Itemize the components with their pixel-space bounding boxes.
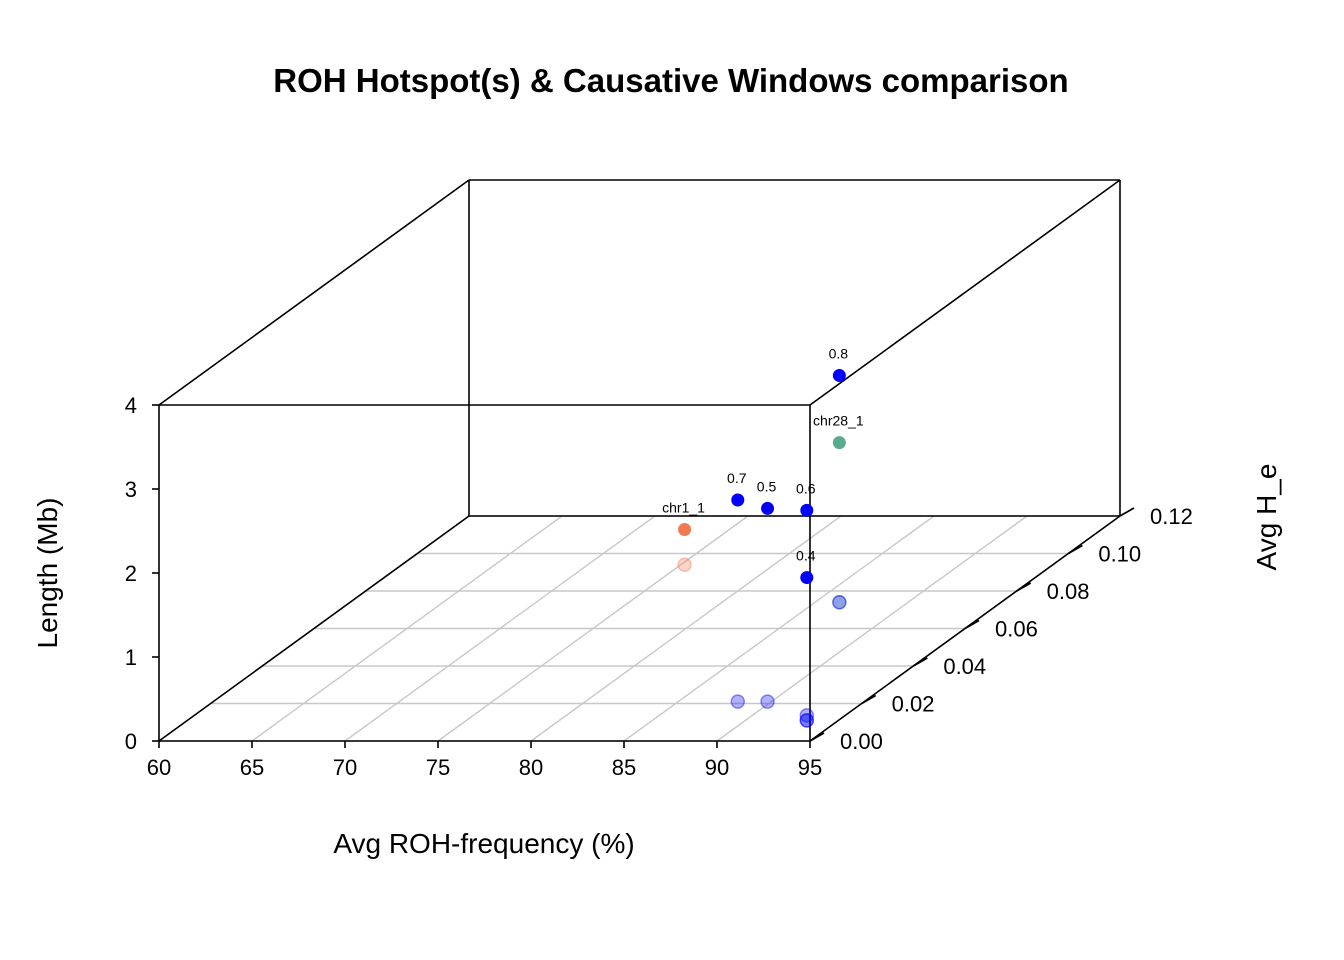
- point-shadow: [832, 595, 847, 610]
- point-label: 0.5: [757, 478, 777, 494]
- box-edge: [158, 179, 470, 406]
- y-tick: [861, 694, 877, 705]
- point-label: 0.4: [796, 548, 816, 564]
- point-shadow: [799, 713, 814, 728]
- x-tick-label: 65: [240, 755, 264, 780]
- y-tick: [1119, 507, 1135, 517]
- data-points: chr1_1 chr28_1 0.4 0.5 0.6 0.7 0.8: [662, 345, 864, 585]
- data-point: [832, 368, 846, 382]
- y-tick-label: 0.02: [892, 692, 935, 717]
- y-tick-label: 0.06: [995, 617, 1038, 642]
- data-point: [800, 503, 814, 517]
- floor-grid: [158, 515, 1121, 742]
- x-axis-title: Avg ROH-frequency (%): [333, 828, 634, 859]
- data-point: [761, 501, 775, 515]
- point-label: 0.8: [829, 345, 849, 361]
- point-shadow: [760, 694, 775, 709]
- y-tick: [912, 657, 928, 667]
- point-label: chr1_1: [662, 499, 705, 515]
- y-tick-label: 0.00: [840, 729, 883, 754]
- y-axis-title: Avg H_e: [1251, 464, 1282, 571]
- point-shadow: [832, 595, 847, 610]
- data-point: [832, 436, 846, 450]
- y-tick-label: 0.12: [1150, 504, 1193, 529]
- y-tick: [1016, 582, 1032, 592]
- z-tick-label: 0: [125, 729, 137, 754]
- box-edge: [809, 179, 1121, 406]
- axis-ticks: 60 65 70 75 80 85 90 95 0 1 2 3 4 0.00 0.02 0.04 0.06 0.0…: [125, 393, 1193, 780]
- point-label: 0.6: [796, 480, 816, 496]
- x-tick-label: 85: [612, 755, 636, 780]
- point-shadow: [730, 694, 745, 709]
- x-tick-label: 60: [147, 755, 171, 780]
- y-tick-label: 0.10: [1098, 542, 1141, 567]
- data-point: [678, 522, 692, 536]
- y-tick: [1067, 544, 1083, 555]
- point-shadow: [799, 708, 814, 723]
- chart-title: ROH Hotspot(s) & Causative Windows compa…: [273, 62, 1068, 99]
- point-shadow: [677, 557, 692, 572]
- y-tick: [809, 732, 825, 742]
- point-shadows: [677, 557, 847, 728]
- x-tick-label: 80: [519, 755, 543, 780]
- y-tick-label: 0.08: [1047, 579, 1090, 604]
- y-tick-label: 0.04: [943, 654, 986, 679]
- z-tick-label: 3: [125, 477, 137, 502]
- data-point: [800, 571, 814, 585]
- z-tick-label: 2: [125, 561, 137, 586]
- point-label: 0.7: [727, 470, 747, 486]
- z-axis-title: Length (Mb): [32, 498, 63, 649]
- x-tick-label: 90: [705, 755, 729, 780]
- x-tick-label: 95: [798, 755, 822, 780]
- z-tick-label: 4: [125, 393, 137, 418]
- x-tick-label: 70: [333, 755, 357, 780]
- y-tick: [964, 619, 980, 630]
- point-label: chr28_1: [813, 413, 864, 429]
- box-edge: [158, 515, 470, 742]
- x-tick-label: 75: [426, 755, 450, 780]
- point-shadow: [799, 713, 814, 728]
- z-tick-label: 1: [125, 645, 137, 670]
- data-point: [731, 493, 745, 507]
